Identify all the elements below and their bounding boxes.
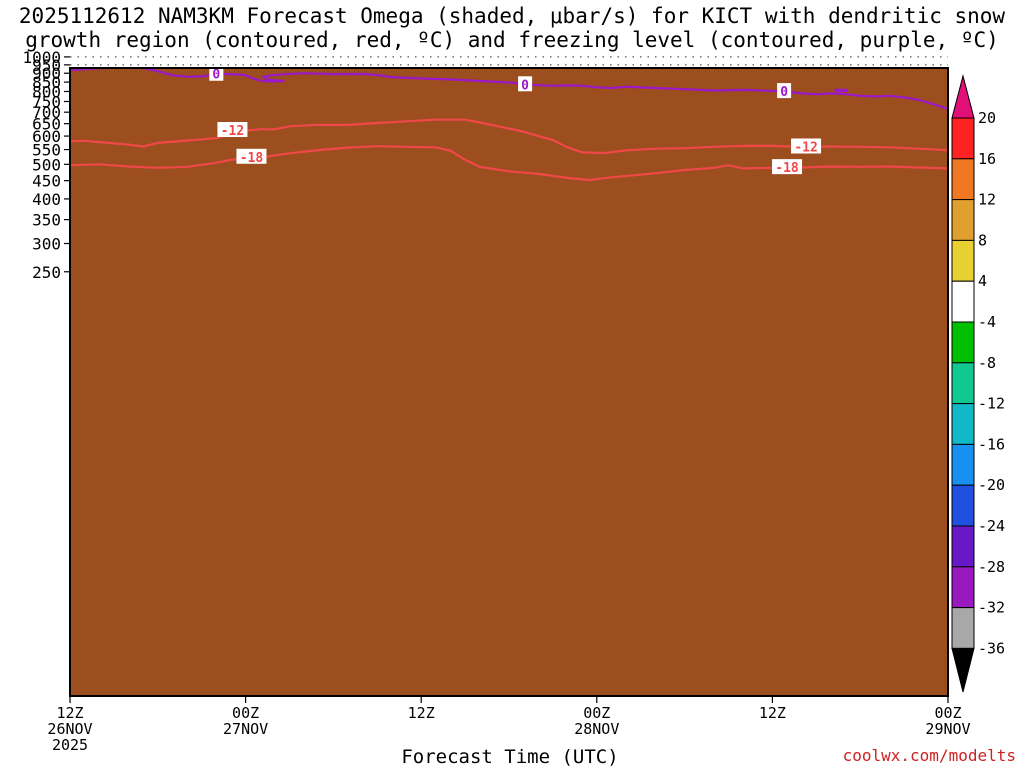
y-tick-400: 400 [32,190,61,209]
contour-label--18C-label2: -18 [775,161,799,176]
x-axis-label: Forecast Time (UTC) [401,746,619,768]
colorbar-label-11: -28 [978,558,1005,576]
contour-label-bg-0C-label3 [777,83,792,99]
colorbar-label-6: -8 [978,354,996,372]
y-tick-500: 500 [32,155,61,174]
plot-frame [69,67,949,697]
colorbar-label-9: -20 [978,476,1005,494]
title-line-1: 2025112612 NAM3KM Forecast Omega (shaded… [18,4,1006,28]
title-line-2: growth region (contoured, red, ºC) and f… [25,28,999,52]
x-tick-label-3-0: 00Z [583,704,610,722]
y-axis: 250 300 350 4004505005506006507007508008509… [22,48,70,282]
y-tick-750: 750 [32,92,61,111]
colorbar-label-10: -24 [978,517,1005,535]
colorbar-bottom-arrow [951,647,975,693]
y-tick-800: 800 [32,82,61,101]
y-tick-250: 250 [32,263,61,282]
chart-title: 2025112612 NAM3KM Forecast Omega (shaded… [0,4,1024,52]
contour-0C [70,68,948,110]
colorbar-label-7: -12 [978,395,1005,413]
colorbar-swatch-11 [951,566,975,609]
contour-label--12C-label2: -12 [794,140,817,155]
colorbar-label-0: 20 [978,109,996,127]
contour--12C [70,118,948,155]
colorbar-swatch-10 [951,525,975,568]
x-tick-label-5-1: 29NOV [925,720,970,738]
x-tick-label-1-1: 27NOV [223,720,268,738]
colorbar-label-1: 16 [978,150,996,168]
contour-0C-low [70,61,107,62]
colorbar-swatch-8 [951,443,975,486]
colorbar-swatch-0 [951,117,975,160]
y-tick-950: 950 [32,56,61,75]
colorbar-label-8: -16 [978,435,1005,453]
y-tick-350: 350 [32,211,61,230]
colorbar-swatch-12 [951,607,975,649]
colorbar-label-2: 12 [978,191,996,209]
x-tick-label-1-0: 00Z [232,704,259,722]
colorbar-swatch-5 [951,321,975,364]
contour-label--18C-label: -18 [240,151,264,166]
colorbar-swatch-2 [951,199,975,241]
colorbar-swatch-9 [951,484,975,527]
x-tick-label-5-0: 00Z [934,704,961,722]
contour-label-bg-0C-label2 [518,76,533,92]
y-tick-450: 450 [32,172,61,191]
contour-labels: -18 -18 -12 -12 0 0 0 [209,65,822,176]
colorbar-swatch-7 [951,403,975,445]
contour-label-0C-label: 0 [212,68,220,83]
x-tick-label-0-2: 2025 [52,736,88,754]
contour-label-bg--12C-label2 [791,138,822,154]
y-tick-850: 850 [32,73,61,92]
colorbar-swatch-4 [951,280,975,323]
colorbar-label-12: -32 [978,599,1005,617]
colorbar-swatch-3 [951,239,975,282]
y-tick-1000: 1000 [22,48,61,67]
y-tick-550: 550 [32,141,61,160]
x-tick-label-2-0: 12Z [408,704,435,722]
colorbar-label-3: 8 [978,231,987,249]
contour-label-bg--18C-label2 [772,159,803,175]
colorbar-top-arrow [951,74,975,119]
contour-label-0C-label2: 0 [521,78,529,93]
credit-link[interactable]: coolwx.com/modelts [842,746,1016,765]
y-tick-900: 900 [32,64,61,83]
contour-label--12C-label: -12 [221,124,244,139]
x-tick-label-0-0: 12Z [56,704,83,722]
colorbar: 20 16 12 8 4 -4 -8 -12 -16 -20 -24 -28 -32 -36 [951,74,1005,693]
colorbar-label-5: -4 [978,313,996,331]
contour-0C-blip [834,88,849,93]
colorbar-swatch-6 [951,362,975,405]
contour-label-bg--12C-label [217,121,248,137]
contour-label-0C-label3: 0 [780,85,788,100]
x-tick-label-3-1: 28NOV [574,720,619,738]
y-tick-300: 300 [32,235,61,254]
x-tick-label-0-1: 26NOV [47,720,92,738]
colorbar-swatch-1 [951,158,975,201]
contour-label-bg--18C-label [236,148,267,164]
y-tick-650: 650 [32,115,61,134]
y-tick-600: 600 [32,127,61,146]
terrain-ground [70,68,948,696]
colorbar-label-13: -36 [978,639,1005,657]
contour-label-bg-0C-label [209,65,224,81]
colorbar-label-4: 4 [978,272,987,290]
x-tick-label-4-0: 12Z [759,704,786,722]
terrain [70,68,948,696]
y-tick-700: 700 [32,103,61,122]
